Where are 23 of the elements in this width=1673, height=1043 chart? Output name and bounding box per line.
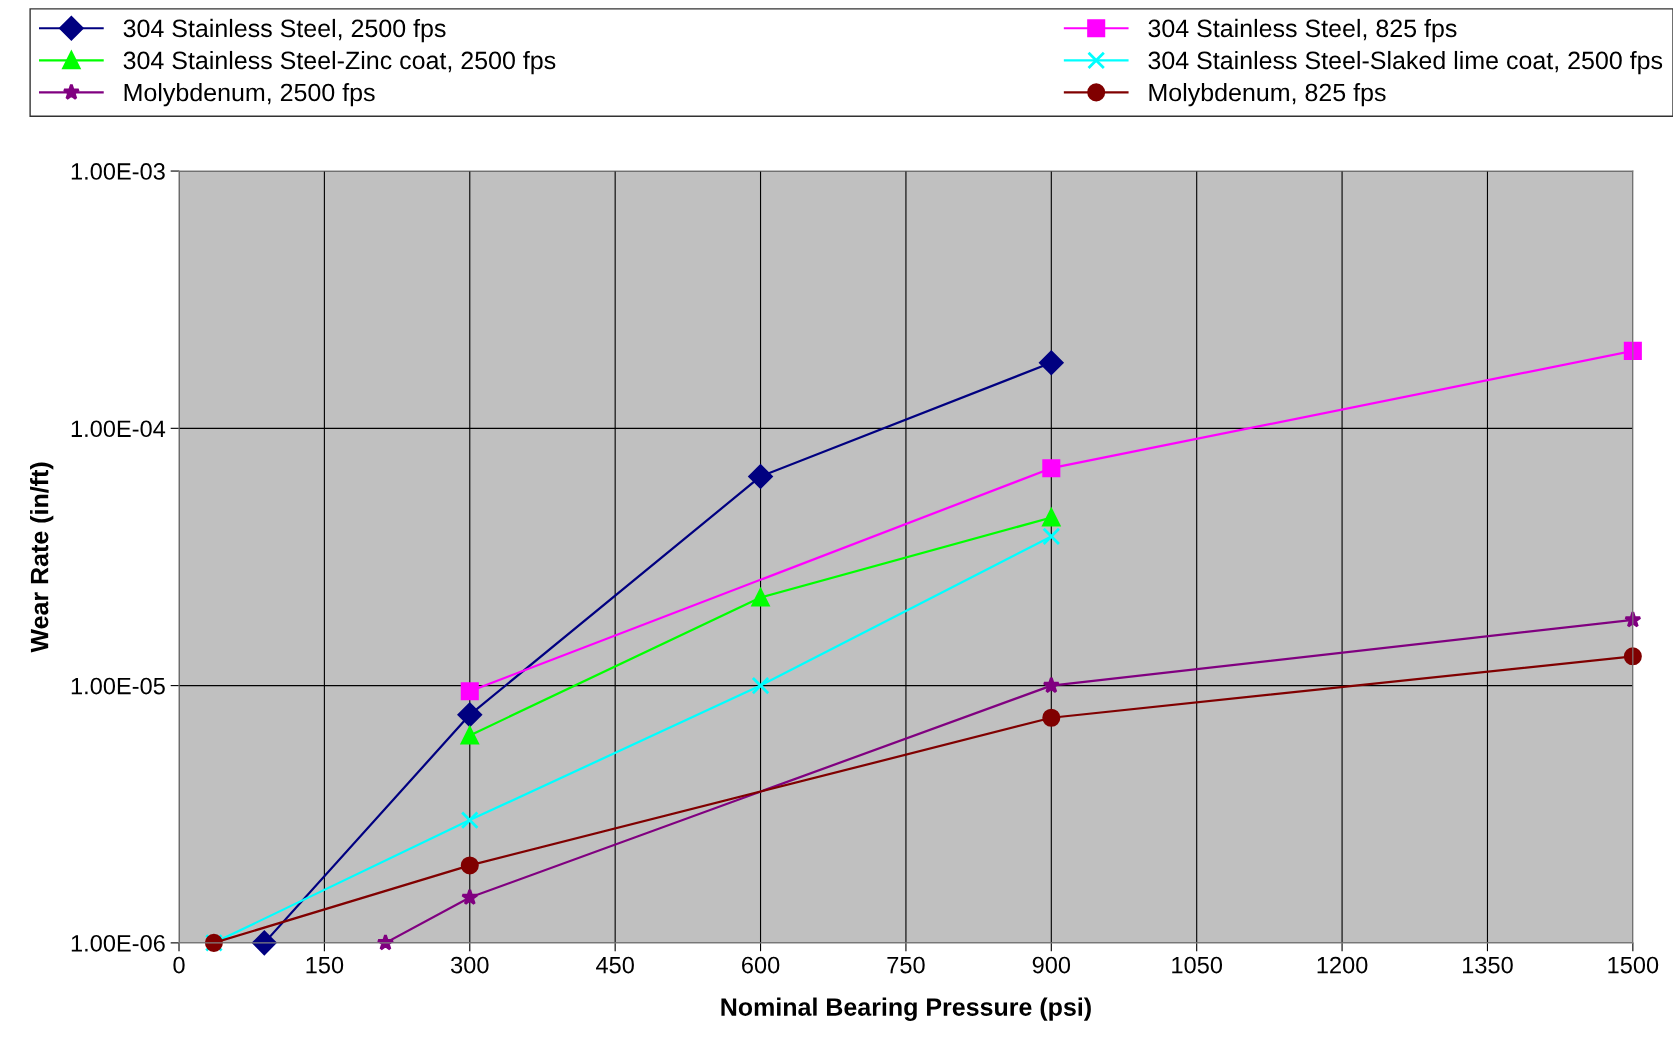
legend-label: 304 Stainless Steel, 2500 fps — [123, 18, 446, 43]
y-tick-label: 1.00E-06 — [71, 934, 165, 952]
y-tick-label: 1.00E-04 — [71, 420, 166, 438]
legend-label: 304 Stainless Steel-Slaked lime coat, 2500 fps — [1148, 50, 1663, 75]
y-tick-label: 1.00E-05 — [71, 677, 165, 695]
x-tick-label: 300 — [450, 956, 489, 974]
y-axis-title: Wear Rate (in/ft) — [30, 462, 54, 653]
x-tick-label: 1350 — [1463, 956, 1513, 974]
legend-label: Molybdenum, 825 fps — [1149, 82, 1386, 107]
x-tick-label: 1050 — [1172, 956, 1223, 974]
y-tick-label: 1.00E-03 — [71, 163, 165, 180]
legend-label: Molybdenum, 2500 fps — [124, 82, 375, 107]
legend-label: 304 Stainless Steel-Zinc coat, 2500 fps — [123, 50, 556, 75]
x-tick-label: 1200 — [1317, 956, 1368, 974]
x-tick-label: 0 — [173, 956, 185, 974]
legend-label: 304 Stainless Steel, 825 fps — [1148, 18, 1457, 43]
x-tick-label: 750 — [887, 956, 925, 974]
x-tick-label: 600 — [742, 956, 780, 974]
x-tick-label: 450 — [596, 956, 634, 974]
x-axis-title: Nominal Bearing Pressure (psi) — [721, 997, 1091, 1021]
x-tick-label: 150 — [306, 956, 344, 974]
x-tick-label: 1500 — [1608, 956, 1659, 974]
x-tick-label: 900 — [1032, 956, 1071, 974]
